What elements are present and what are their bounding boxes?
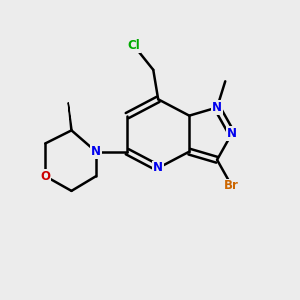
- Text: O: O: [40, 170, 50, 183]
- Text: Cl: Cl: [127, 39, 140, 52]
- Text: N: N: [153, 161, 163, 175]
- Polygon shape: [68, 103, 72, 130]
- Text: N: N: [212, 101, 222, 114]
- Text: N: N: [227, 127, 237, 140]
- Text: Br: Br: [224, 179, 239, 193]
- Text: N: N: [91, 145, 101, 158]
